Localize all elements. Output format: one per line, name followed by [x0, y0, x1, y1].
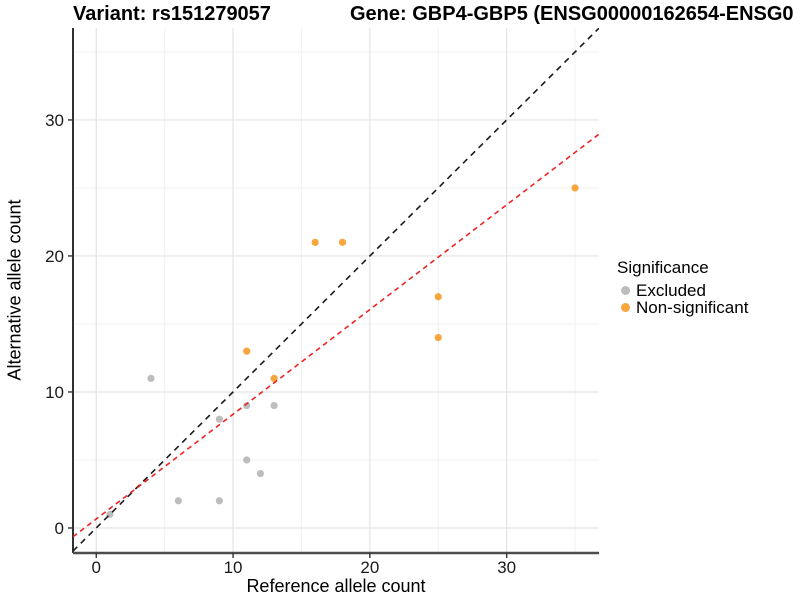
legend-item-non-significant: Non-significant [617, 299, 748, 316]
data-point-non-significant [311, 238, 319, 246]
plot-title-variant: Variant: rs151279057 [73, 3, 271, 25]
data-point-non-significant [434, 293, 442, 301]
identity-line [73, 28, 599, 552]
x-tick-label: 0 [92, 558, 101, 577]
data-point-excluded [243, 456, 251, 464]
data-point-non-significant [243, 347, 251, 355]
y-tick-label: 0 [55, 519, 64, 538]
legend-item-label: Non-significant [636, 298, 749, 317]
fit-line [73, 133, 599, 538]
y-tick-label: 10 [45, 383, 64, 402]
data-point-excluded [215, 415, 223, 423]
plot-title-gene: Gene: GBP4-GBP5 (ENSG00000162654-ENSG0 [350, 3, 794, 25]
x-axis-title: Reference allele count [246, 576, 426, 596]
data-point-excluded [174, 497, 182, 505]
x-tick-label: 30 [497, 558, 516, 577]
y-tick-label: 20 [45, 247, 64, 266]
data-point-excluded [147, 374, 155, 382]
data-point-non-significant [434, 333, 442, 342]
data-point-non-significant [571, 184, 579, 192]
legend-item-label: Excluded [636, 281, 706, 300]
y-tick-label: 30 [45, 111, 64, 130]
data-point-excluded [215, 497, 223, 505]
x-tick-label: 10 [224, 558, 243, 577]
x-tick-label: 20 [360, 558, 379, 577]
data-point-excluded [270, 401, 278, 410]
legend: Significance Excluded Non-significant [617, 257, 748, 316]
non-significant-dot-icon [621, 303, 630, 312]
data-point-non-significant [338, 238, 347, 246]
data-point-excluded [256, 469, 265, 478]
y-axis-title: Alternative allele count [4, 199, 25, 381]
data-point-excluded [243, 401, 251, 410]
legend-title: Significance [617, 258, 709, 277]
legend-item-excluded: Excluded [617, 282, 748, 299]
data-point-non-significant [270, 374, 278, 382]
excluded-dot-icon [621, 286, 630, 295]
